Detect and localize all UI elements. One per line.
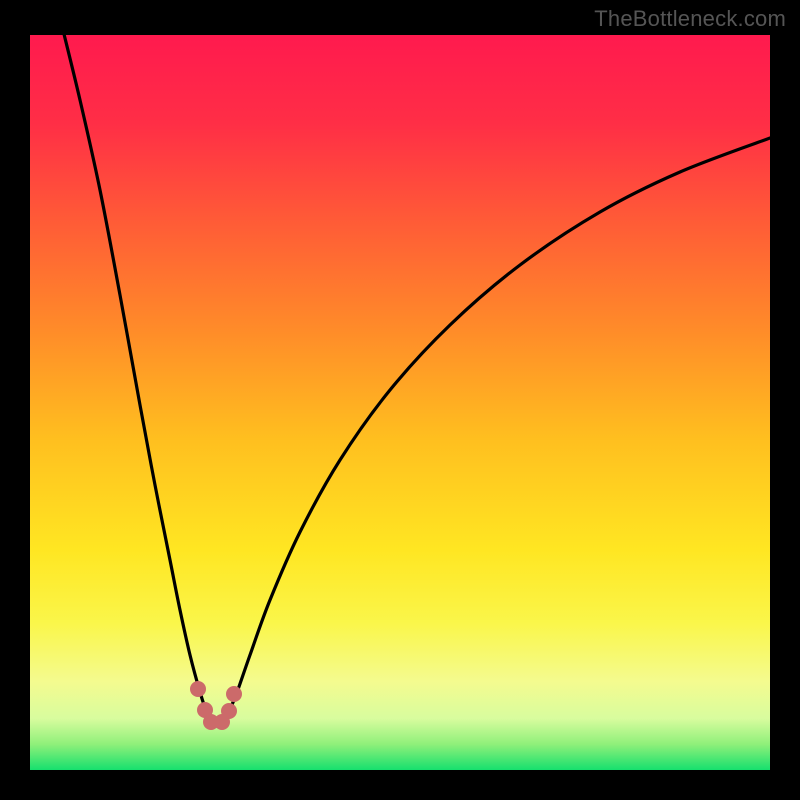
watermark-text: TheBottleneck.com: [594, 6, 786, 32]
curve-marker: [190, 681, 206, 697]
bottleneck-chart: [0, 0, 800, 800]
curve-marker: [221, 703, 237, 719]
curve-marker: [226, 686, 242, 702]
